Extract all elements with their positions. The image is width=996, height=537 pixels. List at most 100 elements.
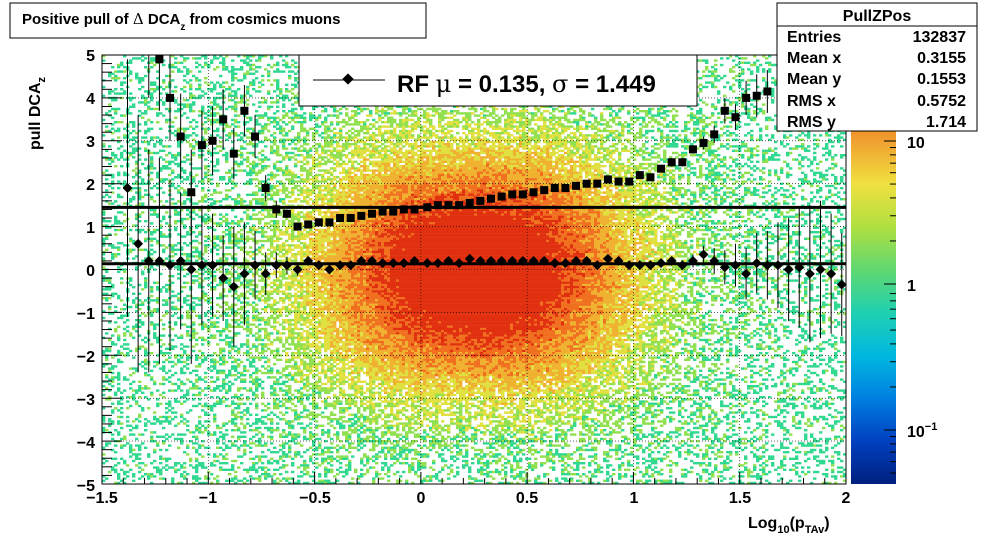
heatmap-cell [297, 240, 300, 242]
heatmap-cell [111, 253, 114, 255]
heatmap-cell [183, 178, 186, 180]
heatmap-cell [252, 356, 255, 358]
heatmap-cell [297, 121, 300, 123]
heatmap-cell [234, 365, 237, 367]
heatmap-cell [195, 213, 198, 215]
heatmap-cell [306, 196, 309, 198]
heatmap-cell [225, 213, 228, 215]
heatmap-cell [186, 209, 189, 211]
heatmap-cell [306, 312, 309, 314]
heatmap-cell [153, 90, 156, 92]
heatmap-cell [249, 143, 252, 145]
heatmap-cell [210, 464, 213, 466]
heatmap-cell [180, 70, 183, 72]
heatmap-cell [189, 260, 192, 262]
heatmap-cell [171, 477, 174, 479]
heatmap-cell [201, 431, 204, 433]
heatmap-cell [192, 110, 195, 112]
heatmap-cell [132, 480, 135, 482]
heatmap-cell [246, 161, 249, 163]
heatmap-cell [279, 383, 282, 385]
heatmap-cell [144, 425, 147, 427]
heatmap-cell [201, 326, 204, 328]
heatmap-cell [150, 299, 153, 301]
heatmap-cell [306, 304, 309, 306]
heatmap-cell [288, 326, 291, 328]
heatmap-cell [237, 407, 240, 409]
heatmap-cell [309, 238, 312, 240]
heatmap-cell [216, 370, 219, 372]
heatmap-cell [312, 374, 315, 376]
heatmap-cell [174, 253, 177, 255]
heatmap-cell [282, 429, 285, 431]
heatmap-cell [276, 220, 279, 222]
heatmap-cell [189, 172, 192, 174]
heatmap-cell [177, 297, 180, 299]
heatmap-cell [252, 462, 255, 464]
heatmap-cell [279, 180, 282, 182]
heatmap-cell [279, 130, 282, 132]
heatmap-cell [246, 334, 249, 336]
heatmap-cell [177, 277, 180, 279]
heatmap-cell [192, 178, 195, 180]
heatmap-cell [216, 403, 219, 405]
heatmap-cell [294, 73, 297, 75]
heatmap-cell [183, 242, 186, 244]
heatmap-cell [117, 389, 120, 391]
heatmap-cell [297, 147, 300, 149]
heatmap-cell [297, 235, 300, 237]
heatmap-cell [255, 178, 258, 180]
heatmap-cell [207, 385, 210, 387]
heatmap-cell [285, 288, 288, 290]
heatmap-cell [228, 326, 231, 328]
heatmap-cell [186, 304, 189, 306]
heatmap-cell [210, 370, 213, 372]
heatmap-cell [228, 273, 231, 275]
heatmap-cell [114, 293, 117, 295]
heatmap-cell [291, 462, 294, 464]
heatmap-cell [231, 414, 234, 416]
heatmap-cell [258, 455, 261, 457]
heatmap-cell [174, 308, 177, 310]
heatmap-cell [219, 469, 222, 471]
heatmap-cell [189, 145, 192, 147]
heatmap-cell [198, 64, 201, 66]
heatmap-cell [186, 453, 189, 455]
heatmap-cell [294, 176, 297, 178]
heatmap-cell [195, 255, 198, 257]
heatmap-cell [231, 480, 234, 482]
heatmap-cell [204, 246, 207, 248]
heatmap-cell [285, 319, 288, 321]
heatmap-cell [300, 293, 303, 295]
heatmap-cell [294, 158, 297, 160]
heatmap-cell [264, 442, 267, 444]
heatmap-cell [231, 209, 234, 211]
heatmap-cell [276, 383, 279, 385]
heatmap-cell [303, 383, 306, 385]
heatmap-cell [270, 326, 273, 328]
heatmap-cell [294, 255, 297, 257]
heatmap-cell [234, 315, 237, 317]
heatmap-cell [312, 288, 315, 290]
heatmap-cell [249, 282, 252, 284]
heatmap-cell [105, 150, 108, 152]
heatmap-cell [234, 260, 237, 262]
heatmap-cell [306, 288, 309, 290]
heatmap-cell [108, 321, 111, 323]
heatmap-cell [114, 253, 117, 255]
heatmap-cell [168, 458, 171, 460]
heatmap-cell [291, 117, 294, 119]
heatmap-cell [153, 64, 156, 66]
heatmap-cell [225, 271, 228, 273]
heatmap-cell [192, 328, 195, 330]
heatmap-cell [177, 110, 180, 112]
heatmap-cell [219, 400, 222, 402]
heatmap-cell [279, 400, 282, 402]
heatmap-cell [216, 297, 219, 299]
heatmap-cell [237, 332, 240, 334]
heatmap-cell [273, 392, 276, 394]
heatmap-cell [189, 211, 192, 213]
heatmap-cell [231, 180, 234, 182]
heatmap-cell [267, 92, 270, 94]
heatmap-cell [276, 321, 279, 323]
